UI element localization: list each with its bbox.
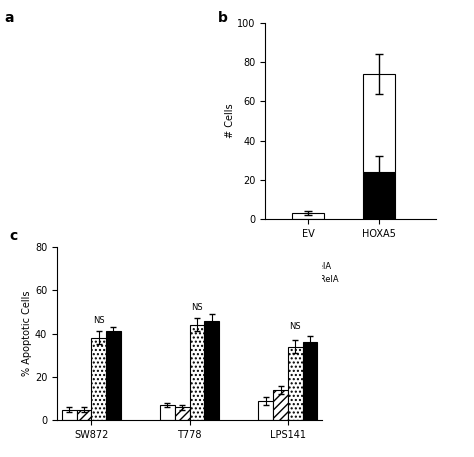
Y-axis label: # Cells: # Cells <box>225 104 235 138</box>
Text: c: c <box>9 229 18 244</box>
Bar <box>292 213 324 219</box>
Y-axis label: % Apoptotic Cells: % Apoptotic Cells <box>22 291 32 377</box>
Bar <box>76 409 91 420</box>
Bar <box>91 338 106 420</box>
Bar <box>62 409 76 420</box>
Text: NS: NS <box>290 323 301 331</box>
Legend: nuclear RelA, nucleolar RelA: nuclear RelA, nucleolar RelA <box>261 259 342 288</box>
Bar <box>363 74 395 172</box>
Bar <box>160 405 175 420</box>
Bar <box>204 321 219 420</box>
Bar <box>106 331 121 420</box>
Bar <box>258 401 273 420</box>
Bar <box>303 342 318 420</box>
Bar <box>175 408 190 420</box>
Bar <box>273 390 288 420</box>
Bar <box>190 325 204 420</box>
Bar <box>363 172 395 219</box>
Text: b: b <box>218 11 228 25</box>
Text: NS: NS <box>93 316 104 325</box>
Text: NS: NS <box>191 303 203 312</box>
Text: a: a <box>5 11 14 25</box>
Bar <box>288 346 303 420</box>
